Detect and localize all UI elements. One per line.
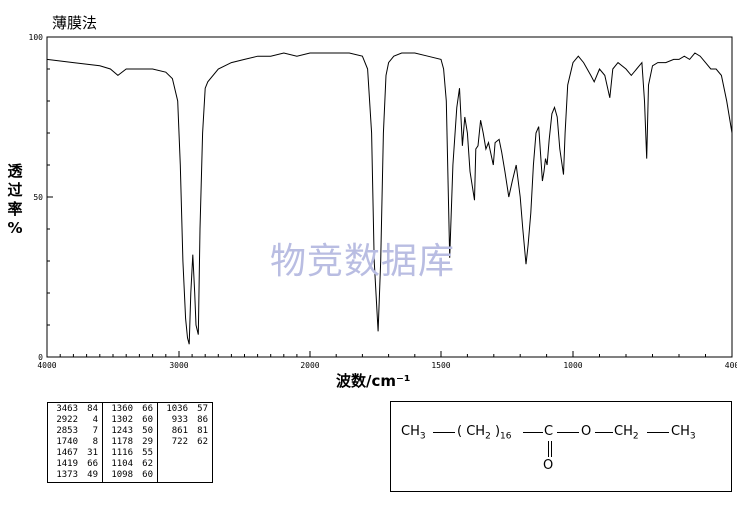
peak-wavenumber: 1036 [166, 404, 188, 414]
peak-entry: 1373 49 [52, 470, 98, 481]
peak-entry: 1098 60 [107, 470, 153, 481]
peak-intensity: 29 [142, 437, 153, 447]
peak-entry: 1243 50 [107, 426, 153, 437]
spectrum-line [46, 52, 733, 345]
peak-intensity: 49 [87, 470, 98, 480]
peak-entry: 1740 8 [52, 437, 98, 448]
peak-table: 3463 84 2922 4 2853 7 1740 8 1467 31 1419 66 1373 49 1… [47, 402, 213, 483]
peak-wavenumber: 1178 [111, 437, 133, 447]
peak-intensity: 55 [142, 448, 153, 458]
peak-entry: 1360 66 [107, 404, 153, 415]
peak-table-column: 3463 84 2922 4 2853 7 1740 8 1467 31 1419 66 1373 49 [47, 402, 103, 483]
peak-intensity: 62 [197, 437, 208, 447]
y-axis-label: 透过率% [6, 162, 24, 238]
y-axis-label-char: 过 [7, 181, 23, 199]
peak-entry: 1036 57 [162, 404, 208, 415]
ch3-right: CH3 [671, 424, 696, 442]
peak-wavenumber: 1419 [56, 459, 78, 469]
peak-intensity: 7 [92, 426, 98, 436]
peak-intensity: 50 [142, 426, 153, 436]
peak-wavenumber: 1740 [56, 437, 78, 447]
peak-table-column: 1036 57 933 86 861 81 722 62 [157, 402, 213, 483]
ether-oxygen: O [581, 424, 592, 439]
peak-wavenumber: 861 [171, 426, 188, 436]
peak-entry: 1467 31 [52, 448, 98, 459]
x-tick-label: 1000 [563, 361, 582, 370]
peak-entry: 1104 62 [107, 459, 153, 470]
double-bond-b [551, 441, 552, 457]
peak-wavenumber: 1243 [111, 426, 133, 436]
peak-entry: 722 62 [162, 437, 208, 448]
peak-wavenumber: 3463 [56, 404, 78, 414]
x-tick-label: 4000 [37, 361, 56, 370]
y-axis-label-char: % [7, 219, 23, 237]
ch3-left: CH3 [401, 424, 426, 442]
peak-intensity: 84 [87, 404, 98, 414]
peak-wavenumber: 2853 [56, 426, 78, 436]
peak-wavenumber: 1116 [111, 448, 133, 458]
peak-entry: 933 86 [162, 415, 208, 426]
structure-formula: CH3 ( CH2 )16 C O O CH2 CH3 [390, 401, 732, 492]
peak-wavenumber: 1467 [56, 448, 78, 458]
y-tick-label: 100 [29, 33, 44, 42]
peak-wavenumber: 1098 [111, 470, 133, 480]
peak-wavenumber: 1373 [56, 470, 78, 480]
peak-entry: 1116 55 [107, 448, 153, 459]
double-bond-a [548, 441, 549, 457]
peak-entry: 861 81 [162, 426, 208, 437]
tick-labels: 4000 3000 2000 1500 1000 400 100 50 0 [29, 33, 737, 370]
carbonyl-oxygen: O [543, 458, 554, 473]
watermark: 物竞数据库 [270, 241, 456, 282]
peak-intensity: 60 [142, 470, 153, 480]
x-tick-label: 3000 [169, 361, 188, 370]
y-tick-label: 50 [33, 193, 43, 202]
x-tick-label: 400 [725, 361, 737, 370]
peak-wavenumber: 933 [171, 415, 188, 425]
y-axis-label-char: 率 [7, 200, 23, 218]
plot-frame [46, 36, 733, 358]
x-axis-label: 波数/cm⁻¹ [336, 372, 411, 390]
peak-intensity: 31 [87, 448, 98, 458]
bond-2 [523, 432, 543, 433]
y-tick-label: 0 [38, 353, 43, 362]
peak-entry: 1419 66 [52, 459, 98, 470]
paren-group: ( CH2 )16 [457, 424, 512, 442]
peak-intensity: 66 [142, 404, 153, 414]
peak-intensity: 8 [92, 437, 98, 447]
peak-intensity: 4 [92, 415, 98, 425]
bond-1 [433, 432, 455, 433]
page-title: 薄膜法 [52, 14, 98, 32]
peak-wavenumber: 722 [171, 437, 188, 447]
peak-entry: 3463 84 [52, 404, 98, 415]
ch2-group: CH2 [614, 424, 639, 442]
peak-entry: 2922 4 [52, 415, 98, 426]
ir-spectrum-chart: 4000 3000 2000 1500 1000 400 100 50 0 [29, 33, 737, 370]
carbonyl-carbon: C [544, 424, 554, 439]
bond-4 [595, 432, 613, 433]
peak-intensity: 81 [197, 426, 208, 436]
peak-intensity: 60 [142, 415, 153, 425]
bond-3 [557, 432, 579, 433]
peak-entry: 1302 60 [107, 415, 153, 426]
peak-table-column: 1360 66 1302 60 1243 50 1178 29 1116 55 1104 62 1098… [102, 402, 158, 483]
peak-intensity: 66 [87, 459, 98, 469]
peak-intensity: 86 [197, 415, 208, 425]
peak-entry: 1178 29 [107, 437, 153, 448]
peak-wavenumber: 1360 [111, 404, 133, 414]
x-tick-label: 2000 [300, 361, 319, 370]
bond-5 [647, 432, 669, 433]
peak-wavenumber: 2922 [56, 415, 78, 425]
tick-marks [46, 36, 733, 358]
peak-wavenumber: 1302 [111, 415, 133, 425]
y-axis-label-char: 透 [7, 162, 23, 180]
peak-intensity: 57 [197, 404, 208, 414]
peak-wavenumber: 1104 [111, 459, 133, 469]
x-tick-label: 1500 [431, 361, 450, 370]
peak-entry: 2853 7 [52, 426, 98, 437]
peak-intensity: 62 [142, 459, 153, 469]
